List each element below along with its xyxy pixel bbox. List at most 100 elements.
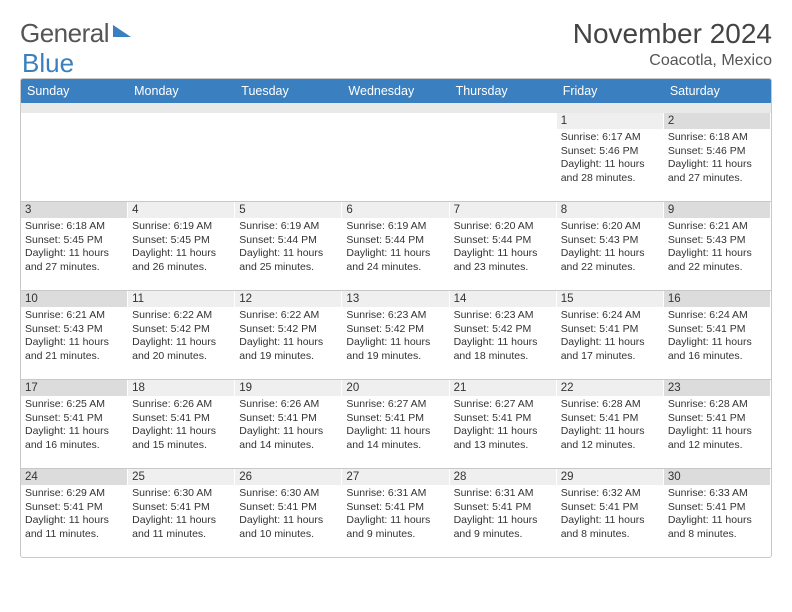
- day-cell: [235, 113, 342, 201]
- day-header-cell: Wednesday: [342, 79, 449, 103]
- day-number: 16: [664, 291, 770, 307]
- day-info: Sunrise: 6:27 AMSunset: 5:41 PMDaylight:…: [454, 398, 552, 453]
- day-info: Sunrise: 6:22 AMSunset: 5:42 PMDaylight:…: [132, 309, 230, 364]
- week-row: 1Sunrise: 6:17 AMSunset: 5:46 PMDaylight…: [21, 113, 771, 201]
- day-number: 1: [557, 113, 663, 129]
- day-number: 11: [128, 291, 234, 307]
- day-info: Sunrise: 6:31 AMSunset: 5:41 PMDaylight:…: [454, 487, 552, 542]
- day-number: 21: [450, 380, 556, 396]
- day-cell: 10 Sunrise: 6:21 AMSunset: 5:43 PMDayligh…: [21, 291, 128, 379]
- logo-triangle-icon: [113, 25, 131, 37]
- day-info: Sunrise: 6:21 AMSunset: 5:43 PMDaylight:…: [25, 309, 123, 364]
- header: General November 2024 Coacotla, Mexico: [20, 18, 772, 70]
- day-cell: 26 Sunrise: 6:30 AMSunset: 5:41 PMDayligh…: [235, 469, 342, 557]
- day-cell: 6 Sunrise: 6:19 AMSunset: 5:44 PMDaylight…: [342, 202, 449, 290]
- day-number: 28: [450, 469, 556, 485]
- day-info: Sunrise: 6:23 AMSunset: 5:42 PMDaylight:…: [346, 309, 444, 364]
- day-number: 13: [342, 291, 448, 307]
- day-cell: 24 Sunrise: 6:29 AMSunset: 5:41 PMDayligh…: [21, 469, 128, 557]
- day-cell: 5 Sunrise: 6:19 AMSunset: 5:44 PMDaylight…: [235, 202, 342, 290]
- location: Coacotla, Mexico: [573, 52, 772, 70]
- day-cell: [128, 113, 235, 201]
- day-number: 6: [342, 202, 448, 218]
- day-cell: [342, 113, 449, 201]
- day-cell: 12Sunrise: 6:22 AMSunset: 5:42 PMDayligh…: [235, 291, 342, 379]
- day-info: Sunrise: 6:31 AMSunset: 5:41 PMDaylight:…: [346, 487, 444, 542]
- day-header-cell: Saturday: [664, 79, 771, 103]
- day-cell: 17 Sunrise: 6:25 AMSunset: 5:41 PMDayligh…: [21, 380, 128, 468]
- day-number: 14: [450, 291, 556, 307]
- day-number: 19: [235, 380, 341, 396]
- day-cell: 2Sunrise: 6:18 AMSunset: 5:46 PMDaylight…: [664, 113, 771, 201]
- day-number: 24: [21, 469, 127, 485]
- day-number: 17: [21, 380, 127, 396]
- day-info: Sunrise: 6:23 AMSunset: 5:42 PMDaylight:…: [454, 309, 552, 364]
- day-cell: 7 Sunrise: 6:20 AMSunset: 5:44 PMDaylight…: [450, 202, 557, 290]
- day-number: 5: [235, 202, 341, 218]
- logo: General: [20, 18, 133, 49]
- day-info: Sunrise: 6:26 AMSunset: 5:41 PMDaylight:…: [132, 398, 230, 453]
- day-info: Sunrise: 6:30 AMSunset: 5:41 PMDaylight:…: [239, 487, 337, 542]
- day-header-cell: Thursday: [450, 79, 557, 103]
- week-row: 3Sunrise: 6:18 AMSunset: 5:45 PMDaylight…: [21, 201, 771, 290]
- week-row: 17 Sunrise: 6:25 AMSunset: 5:41 PMDayligh…: [21, 379, 771, 468]
- weeks-container: 1Sunrise: 6:17 AMSunset: 5:46 PMDaylight…: [21, 113, 771, 557]
- day-number: 29: [557, 469, 663, 485]
- day-number: 20: [342, 380, 448, 396]
- day-number: 23: [664, 380, 770, 396]
- day-info: Sunrise: 6:28 AMSunset: 5:41 PMDaylight:…: [668, 398, 766, 453]
- day-info: Sunrise: 6:30 AMSunset: 5:41 PMDaylight:…: [132, 487, 230, 542]
- day-info: Sunrise: 6:32 AMSunset: 5:41 PMDaylight:…: [561, 487, 659, 542]
- day-cell: 25 Sunrise: 6:30 AMSunset: 5:41 PMDayligh…: [128, 469, 235, 557]
- day-cell: 13 Sunrise: 6:23 AMSunset: 5:42 PMDayligh…: [342, 291, 449, 379]
- day-info: Sunrise: 6:25 AMSunset: 5:41 PMDaylight:…: [25, 398, 123, 453]
- day-number: 15: [557, 291, 663, 307]
- day-info: Sunrise: 6:19 AMSunset: 5:44 PMDaylight:…: [239, 220, 337, 275]
- day-info: Sunrise: 6:33 AMSunset: 5:41 PMDaylight:…: [668, 487, 766, 542]
- day-cell: 22Sunrise: 6:28 AMSunset: 5:41 PMDayligh…: [557, 380, 664, 468]
- day-cell: 18Sunrise: 6:26 AMSunset: 5:41 PMDayligh…: [128, 380, 235, 468]
- day-cell: [450, 113, 557, 201]
- logo-text-1: General: [20, 18, 109, 49]
- day-number: 27: [342, 469, 448, 485]
- spacer-row: [21, 103, 771, 113]
- day-cell: 3Sunrise: 6:18 AMSunset: 5:45 PMDaylight…: [21, 202, 128, 290]
- calendar: SundayMondayTuesdayWednesdayThursdayFrid…: [20, 78, 772, 558]
- week-row: 10 Sunrise: 6:21 AMSunset: 5:43 PMDayligh…: [21, 290, 771, 379]
- day-info: Sunrise: 6:20 AMSunset: 5:44 PMDaylight:…: [454, 220, 552, 275]
- day-number: 26: [235, 469, 341, 485]
- day-cell: 8Sunrise: 6:20 AMSunset: 5:43 PMDaylight…: [557, 202, 664, 290]
- day-number: 9: [664, 202, 770, 218]
- day-info: Sunrise: 6:29 AMSunset: 5:41 PMDaylight:…: [25, 487, 123, 542]
- day-header-row: SundayMondayTuesdayWednesdayThursdayFrid…: [21, 79, 771, 103]
- day-number: 25: [128, 469, 234, 485]
- day-number: 2: [664, 113, 770, 129]
- day-header-cell: Sunday: [21, 79, 128, 103]
- day-number: 7: [450, 202, 556, 218]
- day-cell: 16 Sunrise: 6:24 AMSunset: 5:41 PMDayligh…: [664, 291, 771, 379]
- day-info: Sunrise: 6:19 AMSunset: 5:44 PMDaylight:…: [346, 220, 444, 275]
- day-cell: 14 Sunrise: 6:23 AMSunset: 5:42 PMDayligh…: [450, 291, 557, 379]
- day-info: Sunrise: 6:28 AMSunset: 5:41 PMDaylight:…: [561, 398, 659, 453]
- day-number: 3: [21, 202, 127, 218]
- day-cell: 19Sunrise: 6:26 AMSunset: 5:41 PMDayligh…: [235, 380, 342, 468]
- day-header-cell: Friday: [557, 79, 664, 103]
- day-info: Sunrise: 6:24 AMSunset: 5:41 PMDaylight:…: [668, 309, 766, 364]
- day-cell: 27 Sunrise: 6:31 AMSunset: 5:41 PMDayligh…: [342, 469, 449, 557]
- day-cell: 9 Sunrise: 6:21 AMSunset: 5:43 PMDaylight…: [664, 202, 771, 290]
- day-number: 10: [21, 291, 127, 307]
- day-cell: 30 Sunrise: 6:33 AMSunset: 5:41 PMDayligh…: [664, 469, 771, 557]
- day-number: 4: [128, 202, 234, 218]
- day-header-cell: Monday: [128, 79, 235, 103]
- day-number: 12: [235, 291, 341, 307]
- day-cell: 29 Sunrise: 6:32 AMSunset: 5:41 PMDayligh…: [557, 469, 664, 557]
- month-title: November 2024: [573, 18, 772, 50]
- day-info: Sunrise: 6:21 AMSunset: 5:43 PMDaylight:…: [668, 220, 766, 275]
- day-cell: 21 Sunrise: 6:27 AMSunset: 5:41 PMDayligh…: [450, 380, 557, 468]
- day-info: Sunrise: 6:27 AMSunset: 5:41 PMDaylight:…: [346, 398, 444, 453]
- day-number: 8: [557, 202, 663, 218]
- day-cell: 4Sunrise: 6:19 AMSunset: 5:45 PMDaylight…: [128, 202, 235, 290]
- day-cell: 23 Sunrise: 6:28 AMSunset: 5:41 PMDayligh…: [664, 380, 771, 468]
- day-number: 30: [664, 469, 770, 485]
- day-cell: 11 Sunrise: 6:22 AMSunset: 5:42 PMDayligh…: [128, 291, 235, 379]
